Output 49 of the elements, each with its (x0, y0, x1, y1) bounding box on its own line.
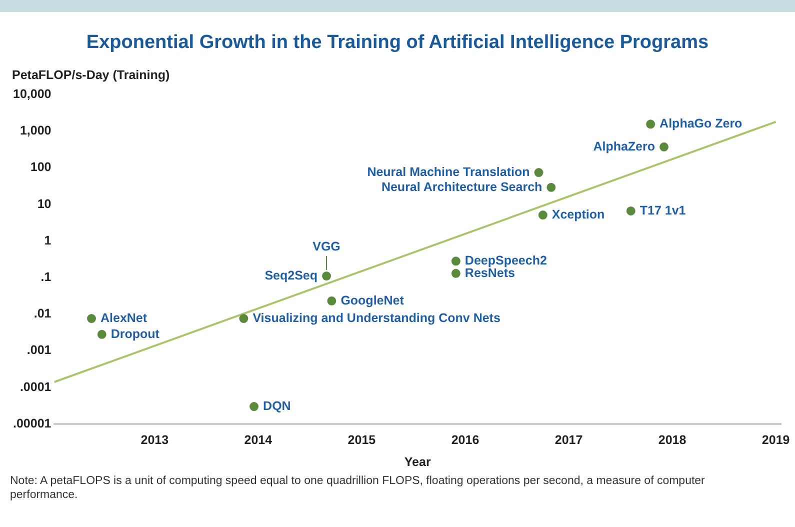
point (534, 168, 544, 178)
annotation: Xception (552, 207, 605, 222)
y-axis-title: PetaFLOP/s-Day (Training) (12, 68, 170, 82)
point (322, 272, 332, 281)
x-tick-label: 2013 (140, 432, 169, 447)
y-tick-label: 1 (44, 233, 52, 248)
y-tick-label: .001 (26, 343, 52, 358)
x-axis-title: Year (404, 454, 431, 469)
x-tick-label: 2018 (658, 432, 686, 447)
point (239, 314, 248, 324)
x-tick-label: 2017 (554, 432, 583, 447)
y-tick-label: .00001 (13, 416, 52, 430)
annotation: GoogleNet (340, 293, 405, 308)
y-tick-label: 10 (37, 196, 52, 211)
point (327, 296, 336, 306)
x-tick-label: 2015 (348, 432, 376, 447)
annotation: Seq2Seq (264, 268, 318, 282)
y-tick-label: .01 (34, 306, 52, 321)
annotation: Neural Architecture Search (381, 180, 542, 194)
y-tick-label: .0001 (20, 380, 52, 394)
y-tick-label: 100 (30, 160, 52, 174)
point (97, 330, 106, 339)
point (538, 210, 548, 220)
chart-title: Exponential Growth in the Training of Artificial Intelligence Programs (85, 32, 710, 54)
y-tick-label: .1 (40, 270, 52, 284)
annotation: VGG (312, 239, 340, 254)
annotation: DeepSpeech2 (464, 254, 547, 268)
x-tick-label: 2019 (762, 432, 790, 447)
point (250, 402, 259, 412)
annotation: Dropout (110, 326, 160, 341)
x-tick-label: 2014 (244, 432, 272, 447)
text: Note: A petaFLOPS is a unit of computing speed equal to one quadrillion FLOPS, floating operations per second, a measure of computer performance. (10, 474, 706, 502)
annotation: T17 1v1 (640, 203, 686, 218)
y-tick-label: 1,000 (20, 124, 52, 138)
x-tick-label: 2016 (451, 432, 480, 447)
point (660, 142, 669, 152)
annotation: Neural Machine Translation (367, 164, 530, 179)
annotation: AlexNet (100, 310, 148, 325)
y-tick-label: 10,000 (13, 86, 52, 101)
point (451, 256, 460, 266)
point (87, 314, 96, 324)
annotation: Visualizing and Understanding Conv Nets (252, 310, 500, 325)
point (646, 120, 656, 129)
annotation: DQN (263, 398, 291, 413)
annotation: AlphaZero (593, 139, 656, 154)
point (546, 182, 556, 192)
annotation: AlphaGo Zero (660, 116, 743, 131)
point (626, 206, 636, 216)
point (451, 268, 460, 278)
